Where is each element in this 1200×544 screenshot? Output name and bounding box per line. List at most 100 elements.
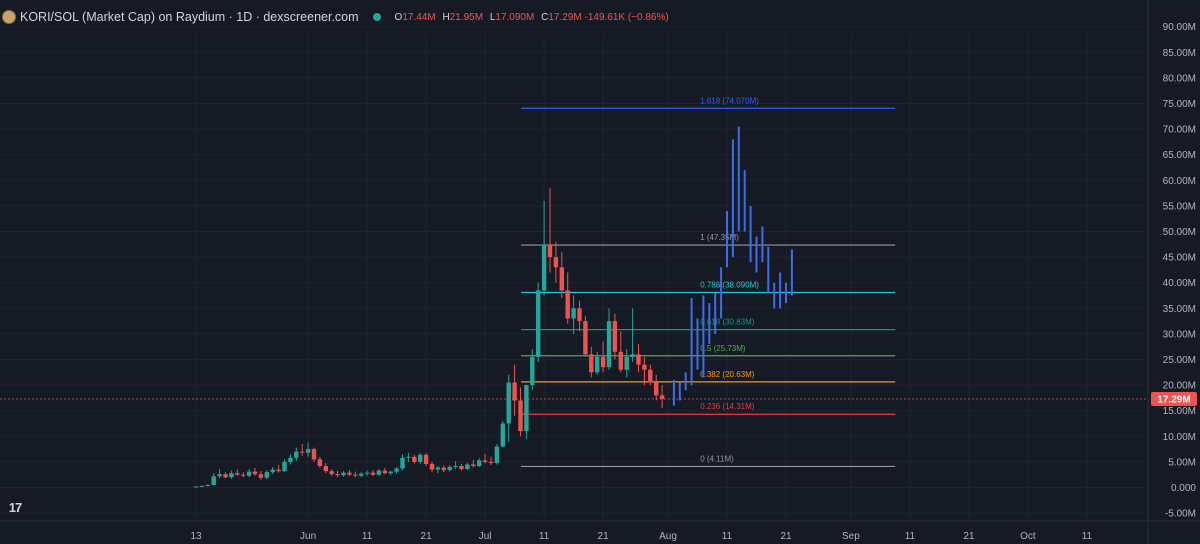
candle-body: [347, 472, 352, 475]
high-value: 21.95M: [449, 11, 484, 23]
candle-body: [229, 473, 234, 478]
price-axis[interactable]: 90.00M 85.00M 80.00M 75.00M 70.00M 65.00M 60.0…: [1147, 0, 1200, 544]
candle-body: [494, 446, 500, 463]
price-axis-tick-label: 15.00M: [1163, 406, 1196, 417]
candle-body: [606, 321, 612, 368]
price-axis-tick-label: 55.00M: [1163, 201, 1196, 212]
time-axis-tick-label: 21: [598, 531, 610, 542]
price-axis-tick-label: 20.00M: [1163, 381, 1196, 392]
candle-body: [435, 467, 441, 470]
time-axis-tick-label: 11: [722, 531, 733, 542]
candle-body: [282, 461, 287, 472]
tradingview-logo-icon[interactable]: 17: [4, 496, 26, 518]
candle-body: [524, 385, 529, 432]
time-axis-tick-label: 11: [905, 531, 916, 542]
low-label: L: [489, 11, 496, 23]
candle-body: [341, 472, 346, 476]
fibonacci-retracement[interactable]: 1.618 (74.070M) 1 (47.35M) 0.786 (38.090M)…: [521, 96, 896, 468]
candle-body: [376, 470, 382, 475]
candle-body: [406, 456, 411, 458]
price-axis-tick-label: 25.00M: [1163, 355, 1196, 366]
low-value: 17.090M: [495, 11, 535, 23]
candle-body: [329, 471, 334, 475]
candle-body: [659, 395, 665, 399]
candle-body: [459, 465, 464, 470]
candle-body: [193, 486, 199, 488]
fib-level-label: 0.5 (25.73M): [700, 344, 746, 353]
candle-body: [477, 460, 482, 466]
fib-level-label: 1 (47.35M): [700, 233, 739, 242]
time-axis-tick-label: 11: [1082, 531, 1093, 542]
candle-body: [246, 471, 252, 476]
candle-body: [595, 356, 600, 373]
price-axis-tick-label: 70.00M: [1163, 125, 1196, 136]
fib-level-label: 1.618 (74.070M): [700, 96, 759, 105]
ohlc-readout: O17.44M H21.95M L17.090M C17.29M -149.61…: [391, 12, 669, 23]
candle-body: [276, 469, 281, 472]
tradingview-logo-text: 17: [8, 499, 23, 515]
current-price-marker: [1151, 391, 1197, 406]
market-open-status-icon: [372, 13, 381, 21]
candle-body: [205, 484, 210, 486]
chart-title: KORI/SOL (Market Cap) on Raydium · 1D · …: [20, 10, 359, 24]
candle-body: [612, 321, 618, 352]
candle-body: [530, 356, 535, 386]
price-axis-tick-label: 45.00M: [1163, 253, 1196, 264]
candle-body: [506, 382, 511, 424]
candle-body: [382, 470, 387, 474]
candle-body: [223, 474, 228, 478]
candle-body: [482, 460, 488, 462]
candle-body: [288, 457, 293, 462]
open-value: 17.44M: [402, 11, 436, 23]
price-axis-tick-label: 0.000: [1171, 483, 1196, 494]
candle-body: [488, 461, 494, 463]
time-axis-tick-label: 21: [780, 531, 792, 542]
candle-body: [317, 459, 323, 466]
price-axis-background: [1148, 0, 1200, 544]
price-axis-tick-label: 60.00M: [1163, 176, 1196, 187]
candle-body: [577, 308, 582, 322]
candle-body: [394, 468, 399, 472]
candle-body: [500, 423, 505, 447]
candle-body: [559, 267, 564, 291]
candle-body: [565, 290, 570, 319]
candle-body: [270, 469, 275, 473]
time-axis-tick-label: Jul: [479, 531, 492, 542]
candle-body: [618, 351, 623, 370]
fib-level-label: 0.786 (38.090M): [700, 280, 759, 289]
candle-body: [441, 467, 446, 471]
candle-body: [423, 454, 429, 464]
candle-body: [429, 463, 435, 470]
candle-body: [589, 354, 594, 373]
candle-body: [512, 382, 517, 401]
close-label: C: [541, 11, 549, 23]
candle-body: [465, 464, 470, 470]
price-axis-tick-label: 75.00M: [1163, 99, 1196, 110]
fib-level-label: 0.236 (14.31M): [700, 402, 755, 411]
candle-body: [364, 472, 370, 474]
candle-body: [471, 464, 476, 466]
close-value: 17.29M: [548, 11, 582, 23]
change-value: -149.61K (−0.86%): [584, 11, 669, 23]
candle-body: [264, 472, 269, 478]
candle-body: [258, 474, 264, 478]
candle-body: [418, 454, 423, 462]
time-axis[interactable]: 13 Jun 11 21 Jul 11 21 Aug 11 21 Sep 11 21 Oct 11: [0, 520, 1200, 542]
candle-body: [199, 485, 205, 487]
time-axis-tick-label: 11: [539, 531, 550, 542]
candle-body: [541, 244, 547, 291]
price-axis-tick-label: 80.00M: [1163, 73, 1196, 84]
candlestick-series: [193, 187, 665, 488]
candle-body: [359, 473, 364, 476]
candle-body: [600, 356, 606, 368]
candle-body: [536, 290, 541, 357]
time-axis-tick-label: Jun: [300, 531, 316, 542]
current-price-label: 17.29M: [1157, 394, 1190, 405]
price-axis-tick-label: 40.00M: [1163, 278, 1196, 289]
candle-body: [453, 465, 458, 468]
candle-body: [353, 474, 358, 476]
time-axis-tick-label: Oct: [1020, 531, 1036, 542]
price-axis-tick-label: 85.00M: [1163, 48, 1196, 59]
price-axis-tick-label: 30.00M: [1163, 329, 1196, 340]
